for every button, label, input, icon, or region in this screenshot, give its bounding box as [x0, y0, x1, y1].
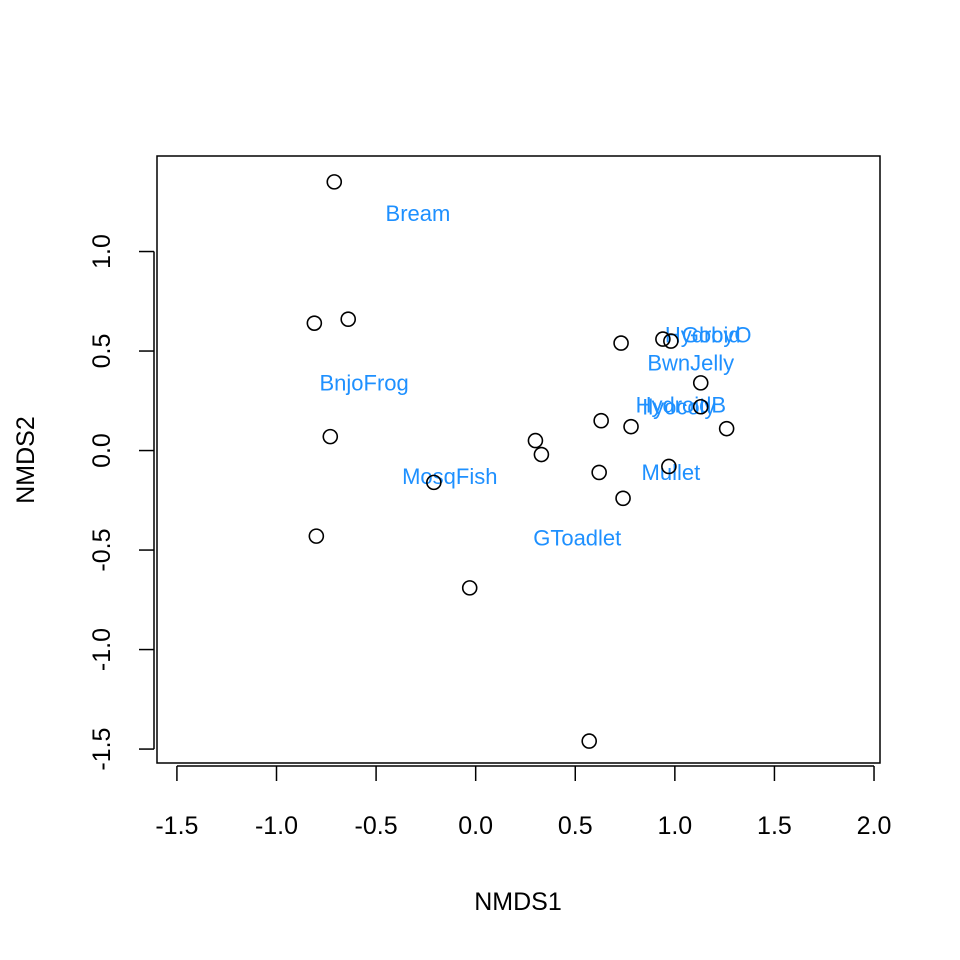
site-point [306, 315, 323, 331]
x-axis: -1.5 -1.0 -0.5 0.0 0.5 1.0 1.5 2.0 [155, 765, 892, 840]
y-tick-label: -0.5 [88, 529, 116, 572]
site-point [613, 335, 629, 351]
species-label: GToadlet [533, 526, 621, 551]
site-point [692, 375, 709, 391]
site-point [655, 331, 671, 347]
x-axis-title: NMDS1 [474, 888, 562, 916]
species-label: BwnJelly [647, 350, 734, 375]
species-label: Bream [386, 201, 451, 226]
x-tick-label: 2.0 [857, 812, 892, 840]
site-point [591, 464, 607, 481]
y-tick-label: 0.5 [88, 334, 116, 369]
plot-frame [156, 155, 881, 764]
site-point [663, 333, 679, 349]
site-point [692, 398, 709, 415]
site-point [581, 733, 598, 749]
x-tick-label: 1.5 [757, 812, 792, 840]
site-point [322, 428, 339, 445]
species-label: HydroidB [636, 392, 726, 417]
site-point [615, 490, 631, 507]
site-point [340, 311, 357, 327]
site-point [718, 420, 735, 437]
x-tick-label: -0.5 [355, 812, 398, 840]
site-point [623, 418, 639, 435]
site-point [661, 458, 677, 475]
x-tick-label: -1.0 [255, 812, 298, 840]
species-label: GobyO [682, 323, 752, 348]
site-point [533, 446, 550, 463]
x-tick-label: -1.5 [155, 812, 198, 840]
site-point [527, 432, 544, 449]
x-tick-label: 1.0 [657, 812, 692, 840]
site-points [306, 174, 735, 749]
y-axis-title: NMDS2 [12, 416, 40, 504]
y-tick-label: -1.5 [88, 728, 116, 771]
x-tick-label: 0.5 [558, 812, 593, 840]
species-label: MosqFish [402, 464, 497, 489]
species-label: Ilyocoly [642, 394, 715, 419]
site-point [461, 580, 478, 596]
y-tick-label: -1.0 [88, 628, 116, 671]
site-point [326, 174, 343, 190]
species-label: BnjoFrog [319, 370, 408, 395]
site-point [426, 474, 442, 491]
y-tick-label: 0.0 [88, 433, 116, 468]
y-tick-label: 1.0 [88, 234, 116, 269]
species-labels: BreamBnjoFrogMosqFishGToadletMulletHydro… [319, 201, 751, 550]
x-tick-label: 0.0 [458, 812, 493, 840]
site-point [593, 412, 609, 429]
y-axis: -1.5 -1.0 -0.5 0.0 0.5 1.0 [88, 234, 155, 771]
site-point [308, 528, 325, 544]
